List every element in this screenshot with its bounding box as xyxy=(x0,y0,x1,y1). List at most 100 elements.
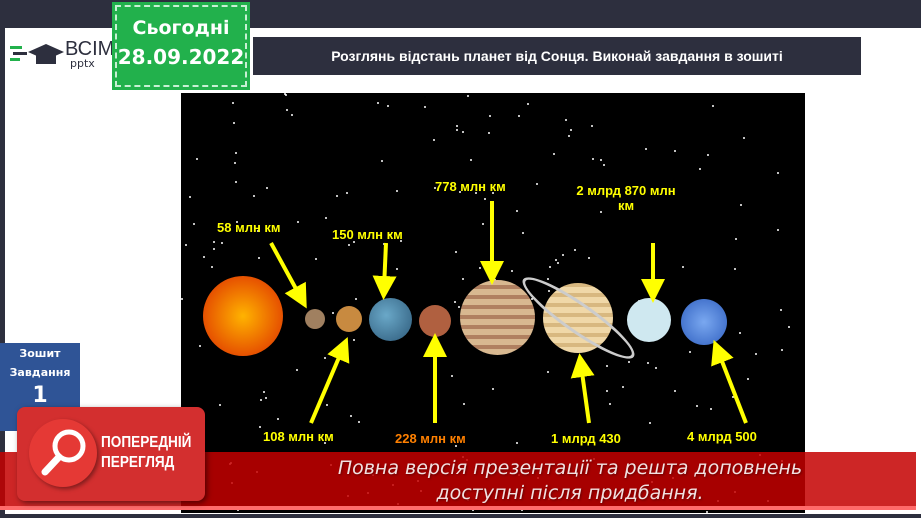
star xyxy=(210,266,213,269)
star xyxy=(324,441,327,444)
jupiter xyxy=(460,280,535,355)
star xyxy=(263,390,266,393)
star xyxy=(567,134,570,137)
star xyxy=(557,261,560,264)
star xyxy=(522,231,525,234)
label-mars: 228 млн км xyxy=(395,431,466,446)
star xyxy=(689,350,692,353)
star xyxy=(355,298,358,301)
star xyxy=(546,370,549,373)
star xyxy=(382,243,385,246)
star xyxy=(236,221,239,224)
star xyxy=(474,192,477,195)
star xyxy=(482,222,485,225)
star xyxy=(536,183,539,186)
star xyxy=(548,265,551,268)
star xyxy=(348,243,351,246)
star xyxy=(193,223,196,226)
star xyxy=(213,247,216,250)
star xyxy=(234,161,237,164)
star xyxy=(265,187,268,190)
star xyxy=(487,132,490,135)
star xyxy=(264,397,267,400)
star xyxy=(654,367,657,370)
arrow-mercury xyxy=(269,242,307,309)
star xyxy=(472,509,475,511)
star xyxy=(181,297,184,300)
star xyxy=(297,220,300,223)
star xyxy=(552,153,555,156)
star xyxy=(185,244,188,247)
star xyxy=(290,114,293,117)
arrow-neptune xyxy=(711,339,748,424)
star xyxy=(622,386,625,389)
star xyxy=(483,198,486,201)
star xyxy=(324,356,327,359)
star xyxy=(608,402,611,405)
task-number: 1 xyxy=(32,383,48,408)
star xyxy=(353,338,356,341)
star xyxy=(326,403,329,406)
arrows xyxy=(269,201,748,424)
label-jupiter: 778 млн км xyxy=(435,179,506,194)
star xyxy=(212,240,215,243)
star xyxy=(605,364,608,367)
sun xyxy=(203,276,283,356)
star xyxy=(232,121,235,124)
venus xyxy=(336,306,362,332)
earth xyxy=(369,298,412,341)
star xyxy=(649,421,652,424)
star xyxy=(742,137,745,140)
star xyxy=(738,331,741,334)
star xyxy=(570,129,573,132)
star xyxy=(530,297,533,300)
star xyxy=(315,258,318,261)
star xyxy=(706,510,709,513)
star xyxy=(259,426,262,429)
logo-subtext: pptx xyxy=(70,57,95,70)
star xyxy=(591,125,594,128)
label-earth: 150 млн км xyxy=(332,227,403,242)
star xyxy=(527,103,530,106)
star xyxy=(189,196,192,199)
star xyxy=(781,348,784,351)
star xyxy=(462,403,465,406)
star xyxy=(489,114,492,117)
star xyxy=(574,248,577,251)
star xyxy=(381,159,384,162)
magnifier-icon xyxy=(29,419,97,487)
star xyxy=(257,229,260,232)
star xyxy=(518,115,521,118)
label-uranus: 2 млрд 870 млн км xyxy=(576,183,676,213)
star xyxy=(740,204,743,207)
star xyxy=(377,102,380,105)
star xyxy=(681,266,684,269)
star xyxy=(731,396,734,399)
star xyxy=(218,404,221,407)
mars xyxy=(419,305,451,337)
star xyxy=(603,163,606,166)
star xyxy=(710,408,713,411)
label-venus: 108 млн км xyxy=(263,429,334,444)
star xyxy=(234,181,237,184)
star xyxy=(456,129,459,132)
star xyxy=(516,441,519,444)
star xyxy=(733,267,736,270)
arrow-venus xyxy=(309,336,350,424)
star xyxy=(332,312,335,315)
star xyxy=(600,159,603,162)
graduation-cap-icon xyxy=(10,44,64,64)
saturn xyxy=(543,283,613,353)
star xyxy=(600,210,603,213)
star xyxy=(202,256,205,259)
preview-button[interactable]: ПОПЕРЕДНІЙ ПЕРЕГЛЯД xyxy=(17,407,205,501)
logo: ВСІМ pptx xyxy=(10,38,120,70)
label-saturn: 1 млрд 430 xyxy=(551,431,621,446)
solar-system-image: 58 млн км 150 млн км 778 млн км 2 млрд 8… xyxy=(181,93,805,513)
date-badge: Сьогодні 28.09.2022 xyxy=(112,2,250,90)
star xyxy=(358,421,361,424)
star xyxy=(258,256,261,259)
banner-line2: доступні після придбання. xyxy=(436,482,704,504)
star xyxy=(746,377,749,380)
star xyxy=(232,101,235,104)
